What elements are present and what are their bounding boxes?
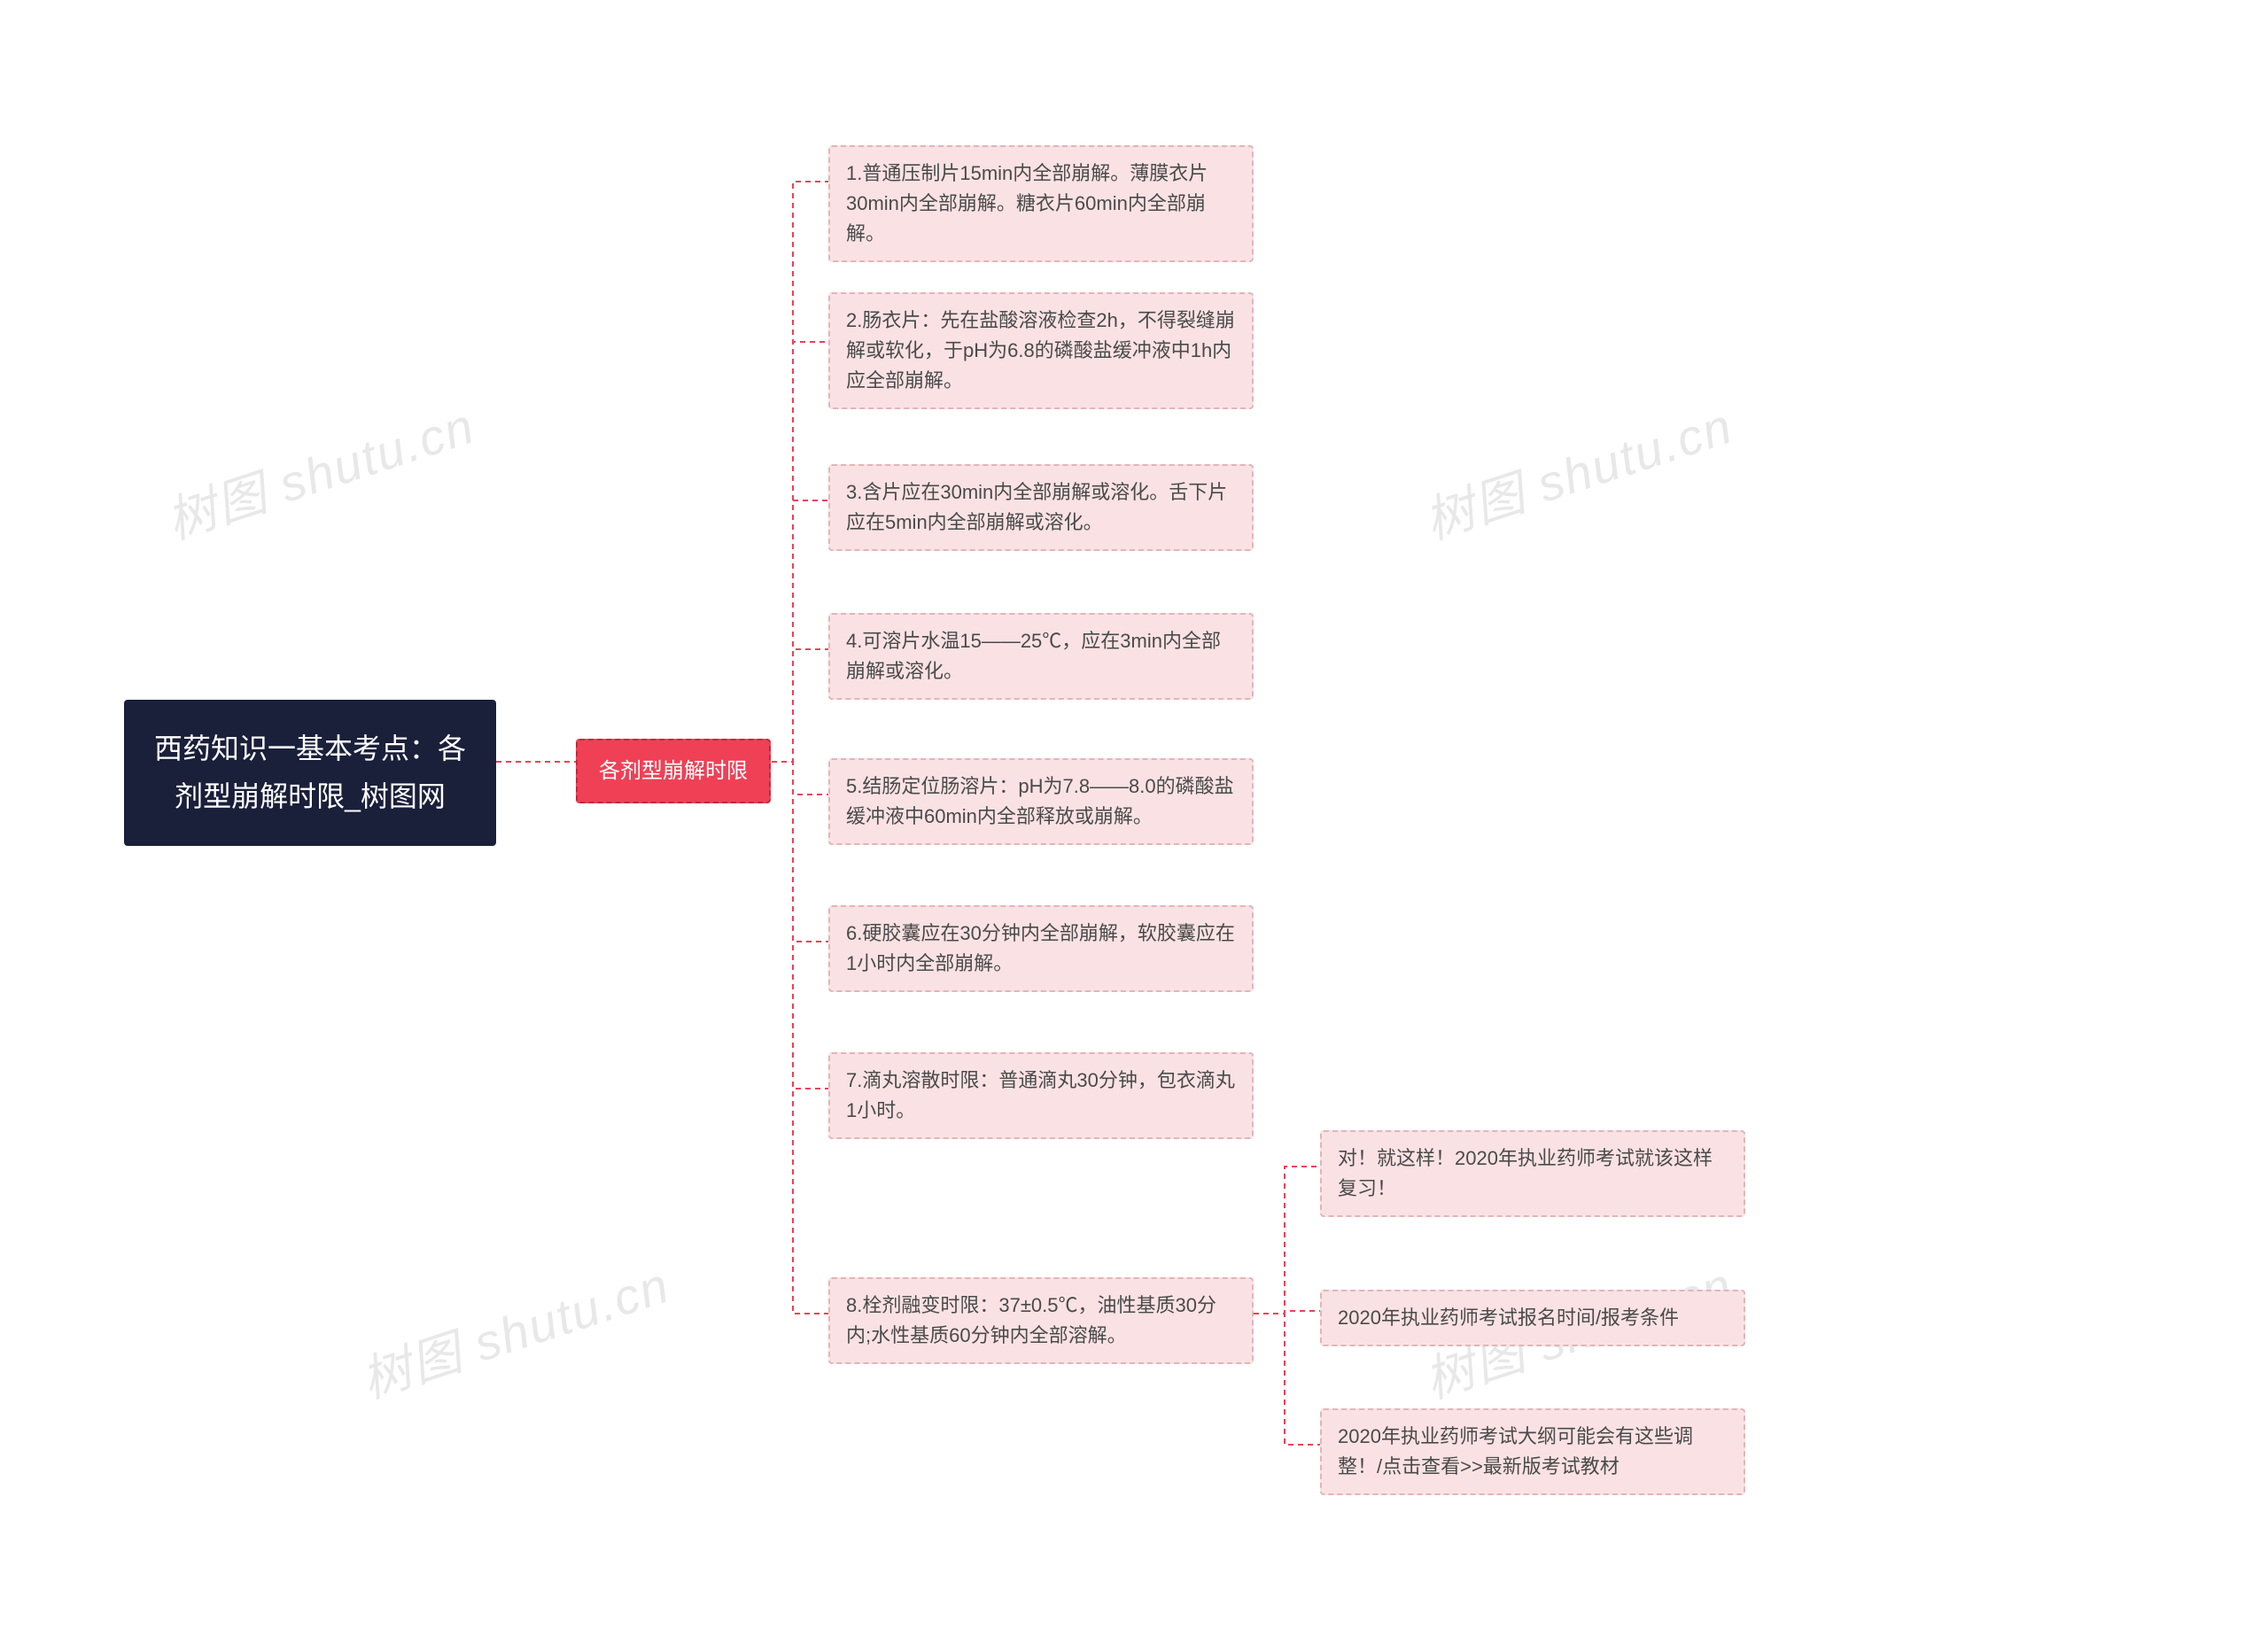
leaf-node-1[interactable]: 1.普通压制片15min内全部崩解。薄膜衣片30min内全部崩解。糖衣片60mi…: [828, 145, 1254, 262]
branch-node[interactable]: 各剂型崩解时限: [576, 739, 771, 803]
leaf-node-7[interactable]: 7.滴丸溶散时限：普通滴丸30分钟，包衣滴丸1小时。: [828, 1052, 1254, 1139]
leaf-text: 对！就这样！2020年执业药师考试就该这样复习！: [1338, 1147, 1713, 1199]
root-text-line1: 西药知识一基本考点：各: [154, 733, 466, 764]
leaf-text: 8.栓剂融变时限：37±0.5℃，油性基质30分内;水性基质60分钟内全部溶解。: [846, 1294, 1216, 1346]
leaf-node-5[interactable]: 5.结肠定位肠溶片：pH为7.8——8.0的磷酸盐缓冲液中60min内全部释放或…: [828, 758, 1254, 845]
leaf-node-3[interactable]: 3.含片应在30min内全部崩解或溶化。舌下片应在5min内全部崩解或溶化。: [828, 464, 1254, 551]
watermark: 树图 shutu.cn: [156, 386, 483, 554]
leaf-text: 4.可溶片水温15——25℃，应在3min内全部崩解或溶化。: [846, 630, 1221, 682]
leaf-text: 2020年执业药师考试报名时间/报考条件: [1338, 1306, 1679, 1329]
leaf-text: 2020年执业药师考试大纲可能会有这些调整！/点击查看>>最新版考试教材: [1338, 1425, 1693, 1477]
leaf-node-2[interactable]: 2.肠衣片：先在盐酸溶液检查2h，不得裂缝崩解或软化，于pH为6.8的磷酸盐缓冲…: [828, 292, 1254, 409]
leaf-node-4[interactable]: 4.可溶片水温15——25℃，应在3min内全部崩解或溶化。: [828, 613, 1254, 700]
leaf-text: 1.普通压制片15min内全部崩解。薄膜衣片30min内全部崩解。糖衣片60mi…: [846, 162, 1208, 244]
leaf-text: 5.结肠定位肠溶片：pH为7.8——8.0的磷酸盐缓冲液中60min内全部释放或…: [846, 775, 1234, 827]
watermark: 树图 shutu.cn: [1414, 386, 1741, 554]
root-text-line2: 剂型崩解时限_树图网: [175, 780, 446, 812]
sub-leaf-node-2[interactable]: 2020年执业药师考试报名时间/报考条件: [1320, 1290, 1745, 1346]
leaf-node-6[interactable]: 6.硬胶囊应在30分钟内全部崩解，软胶囊应在1小时内全部崩解。: [828, 905, 1254, 992]
leaf-text: 3.含片应在30min内全部崩解或溶化。舌下片应在5min内全部崩解或溶化。: [846, 481, 1227, 533]
leaf-text: 7.滴丸溶散时限：普通滴丸30分钟，包衣滴丸1小时。: [846, 1069, 1235, 1121]
root-node[interactable]: 西药知识一基本考点：各 剂型崩解时限_树图网: [124, 700, 496, 846]
branch-text: 各剂型崩解时限: [599, 759, 748, 783]
sub-leaf-node-3[interactable]: 2020年执业药师考试大纲可能会有这些调整！/点击查看>>最新版考试教材: [1320, 1408, 1745, 1495]
leaf-text: 6.硬胶囊应在30分钟内全部崩解，软胶囊应在1小时内全部崩解。: [846, 922, 1235, 974]
sub-leaf-node-1[interactable]: 对！就这样！2020年执业药师考试就该这样复习！: [1320, 1130, 1745, 1217]
leaf-text: 2.肠衣片：先在盐酸溶液检查2h，不得裂缝崩解或软化，于pH为6.8的磷酸盐缓冲…: [846, 309, 1235, 392]
leaf-node-8[interactable]: 8.栓剂融变时限：37±0.5℃，油性基质30分内;水性基质60分钟内全部溶解。: [828, 1277, 1254, 1364]
watermark: 树图 shutu.cn: [351, 1245, 678, 1413]
